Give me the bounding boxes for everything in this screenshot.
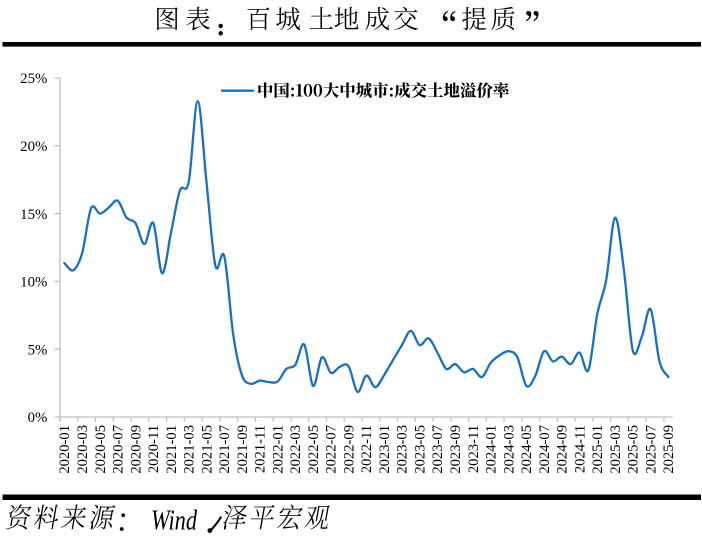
svg-text:0%: 0%	[28, 410, 48, 426]
svg-text:2023-01: 2023-01	[377, 425, 393, 474]
svg-text:2020-09: 2020-09	[128, 425, 144, 474]
svg-text:Wind: Wind	[151, 505, 197, 536]
svg-text:2021-03: 2021-03	[182, 425, 198, 474]
svg-text:2025-09: 2025-09	[661, 425, 677, 474]
svg-text:15%: 15%	[20, 207, 47, 223]
svg-text:2021-09: 2021-09	[235, 425, 251, 474]
svg-text:2024-09: 2024-09	[555, 425, 571, 474]
svg-text:2024-01: 2024-01	[484, 425, 500, 474]
svg-text:2021-05: 2021-05	[199, 425, 215, 474]
svg-text:2021-11: 2021-11	[253, 425, 269, 473]
svg-text:2023-09: 2023-09	[448, 425, 464, 474]
svg-text:2022-01: 2022-01	[270, 425, 286, 474]
svg-text:2025-05: 2025-05	[626, 425, 642, 474]
svg-text:5%: 5%	[28, 342, 48, 358]
svg-text:2020-03: 2020-03	[75, 425, 91, 474]
svg-text:2025-03: 2025-03	[608, 425, 624, 474]
svg-text:2022-09: 2022-09	[341, 425, 357, 474]
svg-text:2023-03: 2023-03	[395, 425, 411, 474]
svg-text:2022-07: 2022-07	[324, 425, 340, 474]
svg-text:2023-07: 2023-07	[430, 425, 446, 474]
svg-text:2023-11: 2023-11	[466, 425, 482, 473]
svg-text:2020-11: 2020-11	[146, 425, 162, 473]
svg-text:2020-01: 2020-01	[57, 425, 73, 474]
svg-text:2020-07: 2020-07	[111, 425, 127, 474]
svg-text:2022-03: 2022-03	[288, 425, 304, 474]
svg-text:2024-11: 2024-11	[572, 425, 588, 473]
svg-text:20%: 20%	[20, 139, 47, 155]
svg-text:2021-07: 2021-07	[217, 425, 233, 474]
svg-text:2020-05: 2020-05	[93, 425, 109, 474]
svg-text:2024-05: 2024-05	[519, 425, 535, 474]
svg-text:25%: 25%	[20, 71, 47, 87]
svg-text:10%: 10%	[20, 275, 47, 291]
svg-text:2022-11: 2022-11	[359, 425, 375, 473]
svg-text:2022-05: 2022-05	[306, 425, 322, 474]
svg-text:2021-01: 2021-01	[164, 425, 180, 474]
svg-text:2023-05: 2023-05	[413, 425, 429, 474]
svg-text:2025-01: 2025-01	[590, 425, 606, 474]
svg-text:2024-07: 2024-07	[537, 425, 553, 474]
svg-text:2024-03: 2024-03	[501, 425, 517, 474]
svg-text:2025-07: 2025-07	[643, 425, 659, 474]
